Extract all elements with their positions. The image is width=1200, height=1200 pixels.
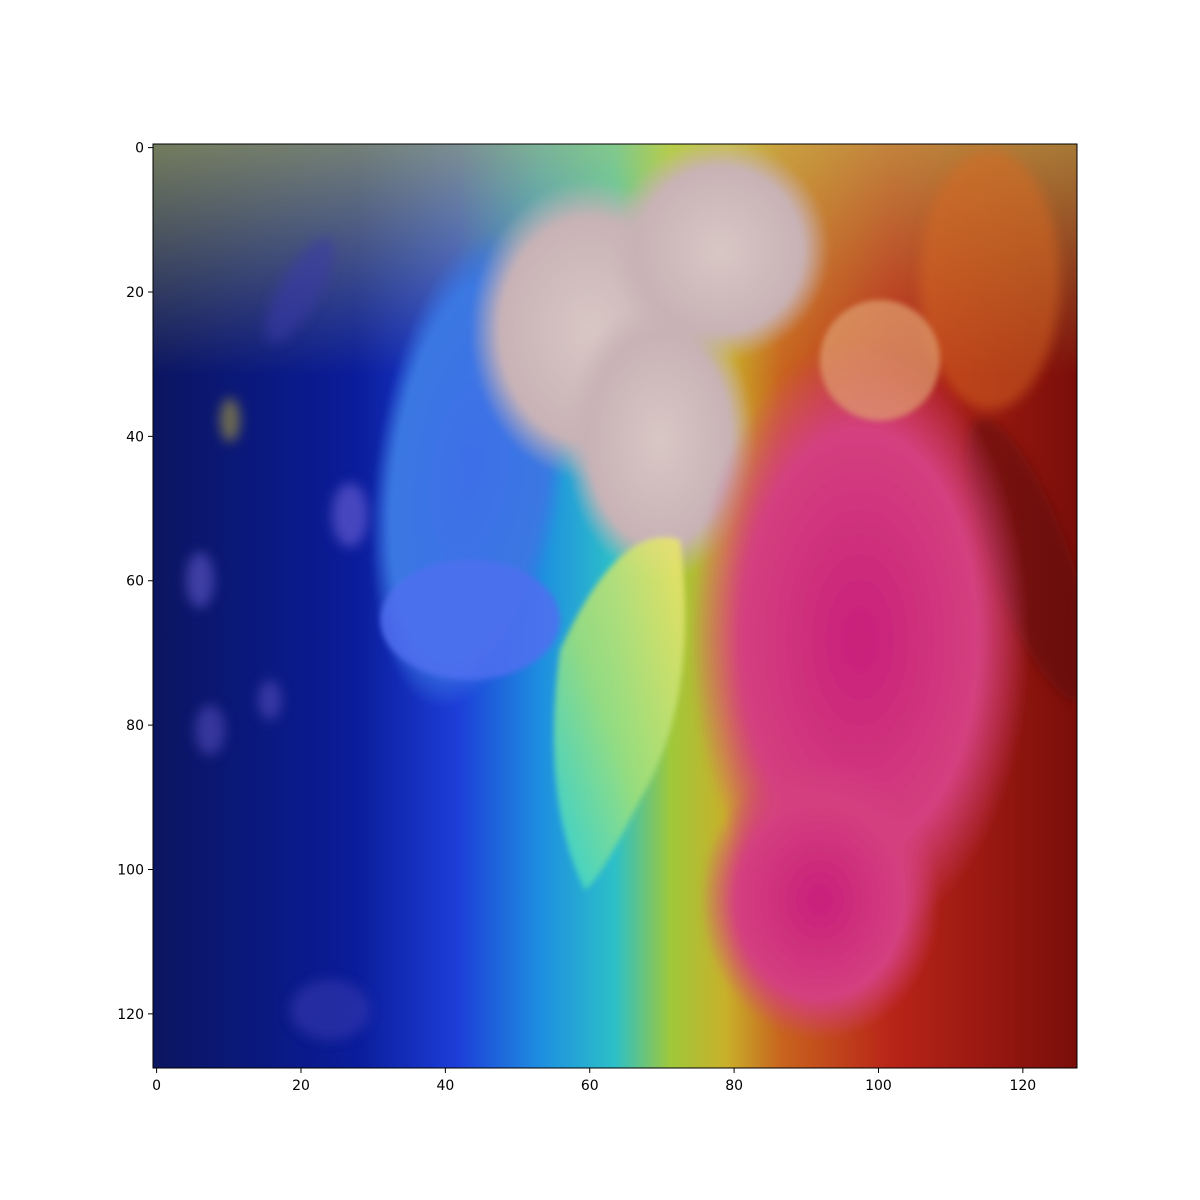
y-tick-label: 20 bbox=[126, 285, 144, 301]
x-tick-label: 100 bbox=[865, 1078, 892, 1094]
axes-frame bbox=[152, 143, 1078, 1069]
x-tick-label: 120 bbox=[1009, 1078, 1036, 1094]
y-axis: 0 20 40 60 80 100 120 bbox=[117, 141, 153, 1023]
y-tick-label: 0 bbox=[135, 141, 144, 157]
x-tick-label: 40 bbox=[436, 1078, 454, 1094]
y-tick-label: 120 bbox=[117, 1007, 144, 1023]
x-tick-label: 0 bbox=[152, 1078, 161, 1094]
x-tick-label: 80 bbox=[725, 1078, 743, 1094]
x-tick-label: 60 bbox=[581, 1078, 599, 1094]
y-tick-label: 100 bbox=[117, 862, 144, 878]
y-tick-label: 80 bbox=[126, 718, 144, 734]
x-tick-label: 20 bbox=[292, 1078, 310, 1094]
y-tick-label: 40 bbox=[126, 429, 144, 445]
x-axis: 0 20 40 60 80 100 120 bbox=[152, 1068, 1036, 1094]
y-tick-label: 60 bbox=[126, 574, 144, 590]
heatmap-image bbox=[153, 144, 1077, 1068]
